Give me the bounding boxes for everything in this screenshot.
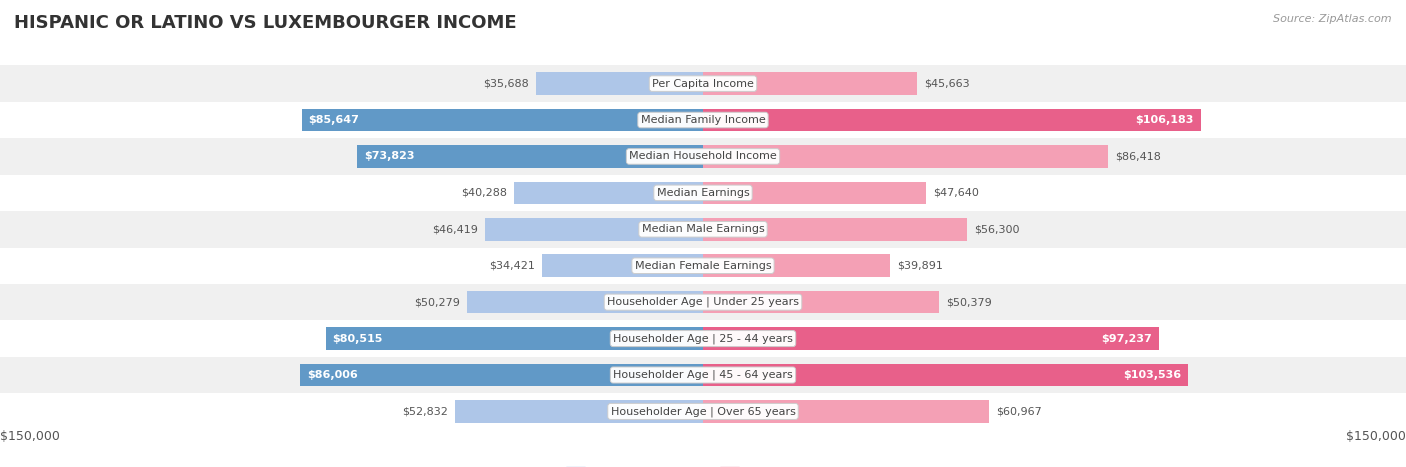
Text: $50,279: $50,279 [415,297,460,307]
Bar [541,255,703,277]
Bar [703,255,890,277]
Bar [703,218,967,241]
Bar [515,182,703,204]
Bar [703,327,1159,350]
Bar [0,357,1406,393]
Bar [485,218,703,241]
Text: $40,288: $40,288 [461,188,508,198]
Bar [703,182,927,204]
Bar [0,211,1406,248]
Text: $52,832: $52,832 [402,406,449,417]
Text: $35,688: $35,688 [484,78,529,89]
Bar [703,145,1108,168]
Bar [0,175,1406,211]
Text: Householder Age | 45 - 64 years: Householder Age | 45 - 64 years [613,370,793,380]
Bar [456,400,703,423]
Text: $56,300: $56,300 [974,224,1019,234]
Bar [0,65,1406,102]
Text: $47,640: $47,640 [934,188,979,198]
Bar [0,284,1406,320]
Text: $106,183: $106,183 [1135,115,1194,125]
Text: $45,663: $45,663 [924,78,970,89]
Bar [302,109,703,131]
Text: $85,647: $85,647 [309,115,360,125]
Bar [299,364,703,386]
Text: Per Capita Income: Per Capita Income [652,78,754,89]
Text: Householder Age | Under 25 years: Householder Age | Under 25 years [607,297,799,307]
Text: Median Female Earnings: Median Female Earnings [634,261,772,271]
Text: Median Household Income: Median Household Income [628,151,778,162]
Text: $150,000: $150,000 [1346,431,1406,443]
Bar [357,145,703,168]
Text: $80,515: $80,515 [333,333,382,344]
Bar [703,400,988,423]
Bar [703,364,1188,386]
Bar [536,72,703,95]
Text: Householder Age | Over 65 years: Householder Age | Over 65 years [610,406,796,417]
Text: $97,237: $97,237 [1101,333,1152,344]
Text: $46,419: $46,419 [433,224,478,234]
Text: $73,823: $73,823 [364,151,415,162]
Text: Householder Age | 25 - 44 years: Householder Age | 25 - 44 years [613,333,793,344]
Bar [0,320,1406,357]
Text: $86,006: $86,006 [307,370,357,380]
Bar [0,393,1406,430]
Text: $86,418: $86,418 [1115,151,1161,162]
Text: $39,891: $39,891 [897,261,943,271]
Bar [703,109,1201,131]
Text: $34,421: $34,421 [489,261,534,271]
Bar [0,102,1406,138]
Text: $60,967: $60,967 [995,406,1042,417]
Bar [703,291,939,313]
Bar [0,138,1406,175]
Text: $150,000: $150,000 [0,431,60,443]
Bar [703,72,917,95]
Bar [467,291,703,313]
Bar [0,248,1406,284]
Text: $50,379: $50,379 [946,297,991,307]
Text: HISPANIC OR LATINO VS LUXEMBOURGER INCOME: HISPANIC OR LATINO VS LUXEMBOURGER INCOM… [14,14,516,32]
Bar [326,327,703,350]
Text: Median Male Earnings: Median Male Earnings [641,224,765,234]
Text: Median Family Income: Median Family Income [641,115,765,125]
Text: Median Earnings: Median Earnings [657,188,749,198]
Text: Source: ZipAtlas.com: Source: ZipAtlas.com [1274,14,1392,24]
Text: $103,536: $103,536 [1123,370,1181,380]
Legend: Hispanic or Latino, Luxembourger: Hispanic or Latino, Luxembourger [561,462,845,467]
